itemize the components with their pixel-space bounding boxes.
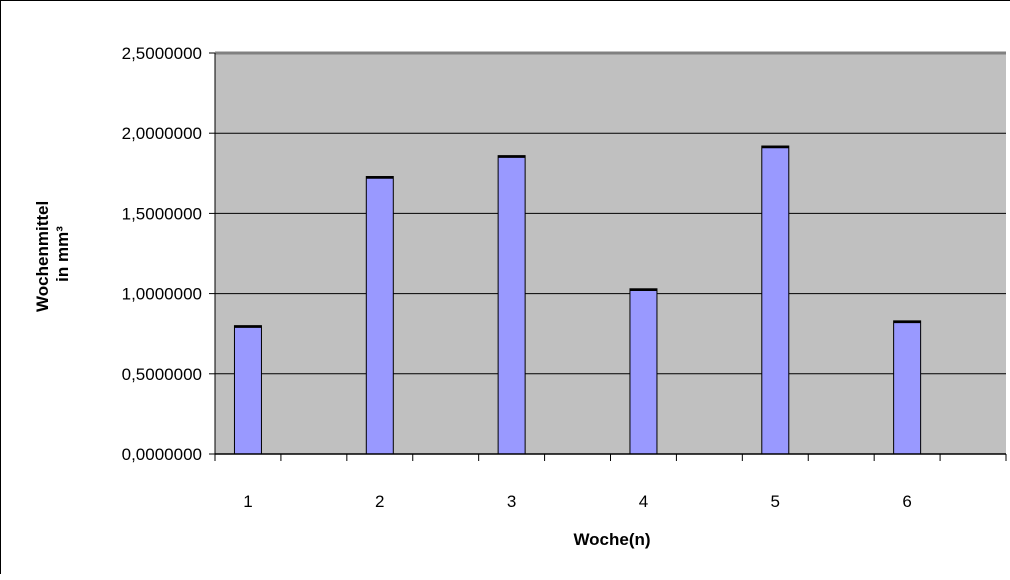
x-tick-label: 1 — [243, 492, 252, 511]
y-tick-label: 1,0000000 — [122, 285, 202, 304]
y-tick-labels: 0,0000000 0,5000000 1,0000000 1,5000000 2,00… — [122, 44, 202, 464]
plot-area — [215, 53, 1006, 454]
bar-1 — [233, 325, 262, 455]
y-axis-title-line2: in mm³ — [53, 226, 72, 282]
axes — [209, 52, 1007, 461]
bar-5 — [761, 145, 790, 455]
x-tick-label: 3 — [507, 492, 516, 511]
bar-2 — [365, 176, 394, 455]
y-tick-label: 0,0000000 — [122, 445, 202, 464]
x-tick-label: 4 — [639, 492, 648, 511]
gridlines — [215, 51, 1006, 375]
y-tick-label: 2,5000000 — [122, 44, 202, 63]
y-tick-label: 1,5000000 — [122, 204, 202, 223]
bar-3 — [497, 155, 526, 455]
y-tick-label: 2,0000000 — [122, 124, 202, 143]
bars — [233, 145, 922, 455]
x-tick-label: 5 — [771, 492, 780, 511]
y-tick-label: 0,5000000 — [122, 365, 202, 384]
x-tick-labels: 1 2 3 4 5 6 — [243, 492, 912, 511]
bar-4 — [629, 288, 658, 455]
x-tick-label: 6 — [902, 492, 911, 511]
y-axis-title-line1: Wochenmittel — [33, 201, 52, 312]
y-axis-title: Wochenmittel in mm³ — [33, 196, 72, 312]
x-axis-title: Woche(n) — [573, 530, 650, 549]
x-tick-label: 2 — [375, 492, 384, 511]
bar-6 — [893, 320, 922, 455]
